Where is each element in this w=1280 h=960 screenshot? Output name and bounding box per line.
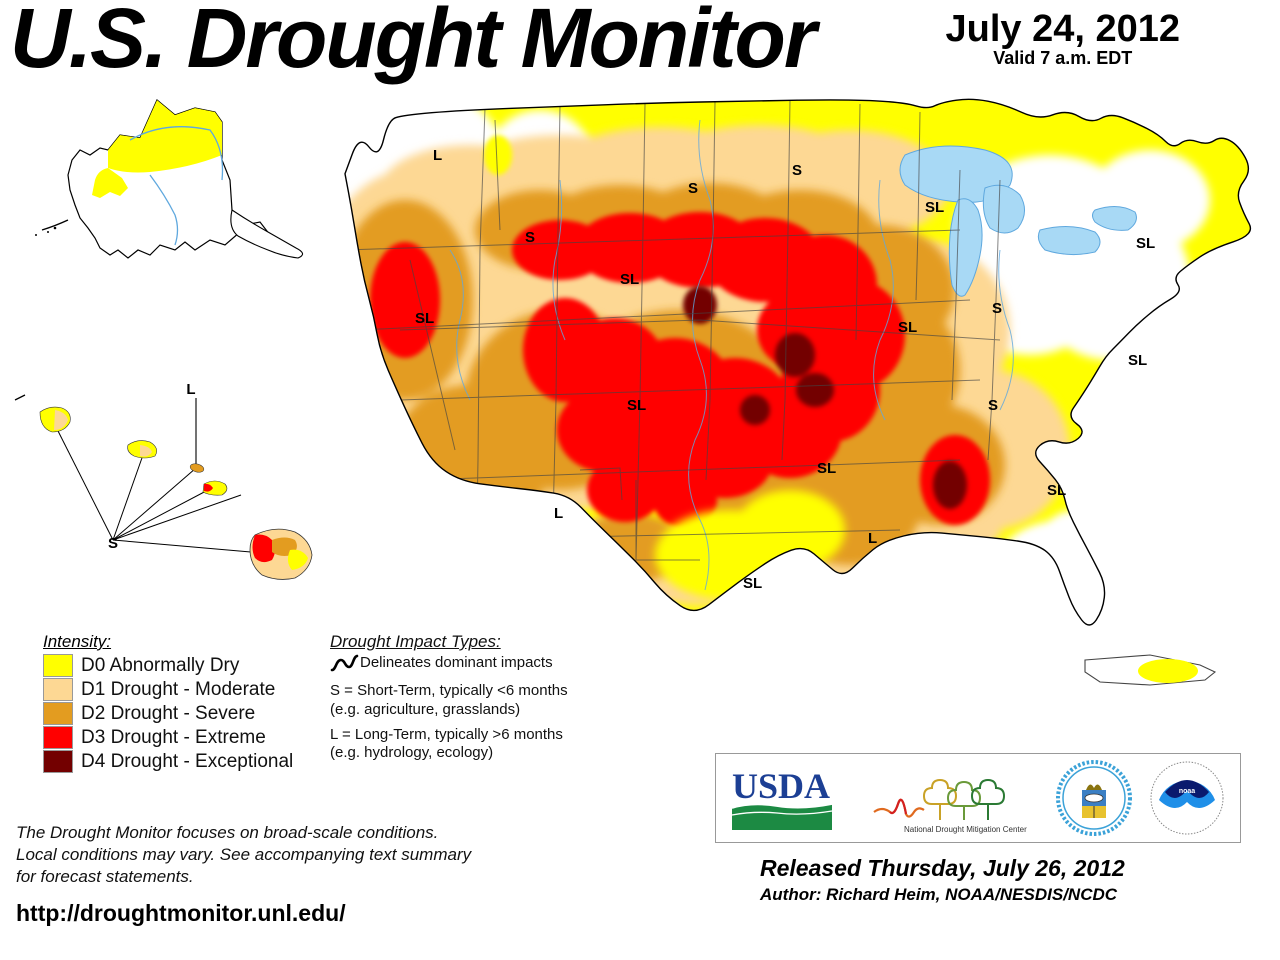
svg-text:S: S — [792, 162, 802, 179]
svg-text:noaa: noaa — [1179, 788, 1195, 795]
svg-text:S: S — [992, 300, 1002, 317]
svg-text:S: S — [108, 535, 118, 552]
svg-text:SL: SL — [620, 271, 639, 288]
svg-text:SL: SL — [1136, 235, 1155, 252]
svg-text:SL: SL — [898, 319, 917, 336]
svg-text:SL: SL — [817, 460, 836, 477]
svg-text:SL: SL — [1047, 482, 1066, 499]
svg-text:L: L — [186, 381, 195, 398]
svg-text:S: S — [525, 229, 535, 246]
svg-text:L: L — [433, 147, 442, 164]
svg-text:SL: SL — [627, 397, 646, 414]
svg-text:L: L — [554, 505, 563, 522]
svg-text:National Drought Mitigation Ce: National Drought Mitigation Center — [904, 825, 1027, 834]
svg-text:S: S — [688, 180, 698, 197]
svg-text:S: S — [988, 397, 998, 414]
svg-text:USDA: USDA — [732, 766, 830, 806]
svg-text:SL: SL — [925, 199, 944, 216]
svg-text:SL: SL — [743, 575, 762, 592]
svg-text:SL: SL — [1128, 352, 1147, 369]
svg-text:SL: SL — [415, 310, 434, 327]
svg-text:L: L — [868, 530, 877, 547]
